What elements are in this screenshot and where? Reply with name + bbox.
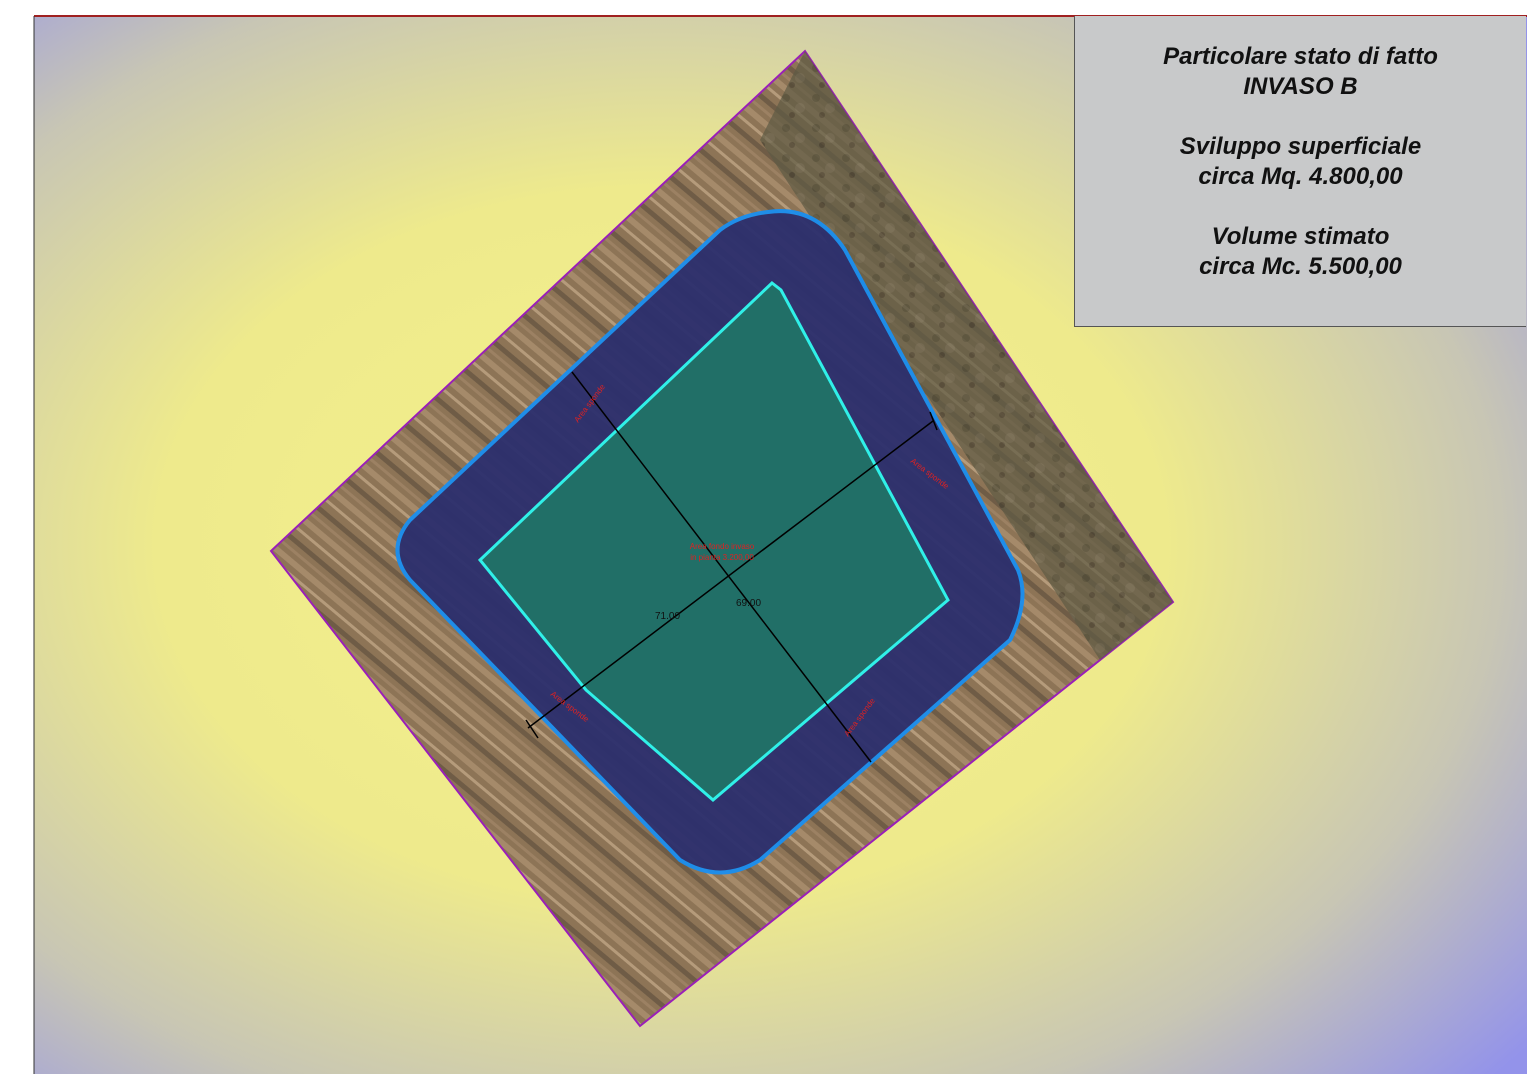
dimension-tick-1 [929,411,938,431]
dimension-line-short [527,420,934,729]
volume-block: Volume stimato circa Mc. 5.500,00 [1075,222,1526,282]
title-block: Particolare stato di fatto INVASO B [1075,42,1526,102]
volume-line-2: circa Mc. 5.500,00 [1199,253,1402,280]
dimension-tick-2 [525,719,539,739]
title-line-2: INVASO B [1243,73,1358,100]
basin-bottom-area [477,281,950,802]
surface-line-1: Sviluppo superficiale [1179,133,1422,160]
dimension-label-71: 71.00 [655,611,680,622]
info-legend-box: Particolare stato di fatto INVASO B Svil… [1074,16,1526,327]
center-label-line2: in pianta 3.200,00 [690,553,754,562]
dimension-line-long [571,371,872,763]
center-label-line1: Area fondo invaso [690,542,755,551]
volume-line-1: Volume stimato [1211,223,1390,250]
vegetation-strip [760,51,1173,660]
surface-line-2: circa Mq. 4.800,00 [1198,163,1403,190]
surface-block: Sviluppo superficiale circa Mq. 4.800,00 [1075,132,1526,192]
dimension-label-69: 69.00 [736,598,761,609]
title-line-1: Particolare stato di fatto [1163,43,1438,70]
